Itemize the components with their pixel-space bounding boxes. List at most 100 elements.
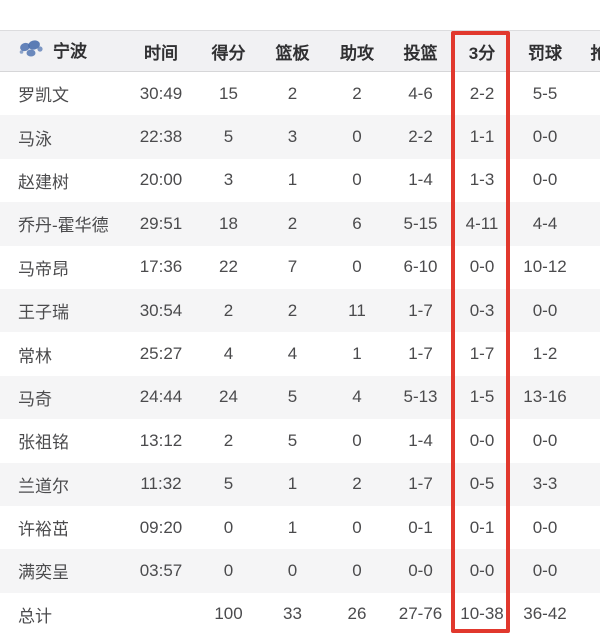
column-header-fg: 投篮 [389, 30, 452, 72]
cell-assists: 26 [325, 592, 389, 635]
cell-three: 0-0 [452, 419, 512, 463]
cell-steals [578, 115, 600, 159]
cell-rebounds: 2 [260, 288, 325, 333]
cell-time: 30:49 [125, 71, 197, 116]
cell-assists: 0 [325, 158, 389, 203]
cell-fg: 1-4 [389, 158, 452, 203]
column-header-rebounds: 篮板 [260, 30, 325, 72]
cell-assists: 2 [325, 71, 389, 116]
cell-time: 30:54 [125, 288, 197, 333]
table-row: 兰道尔 11:32 5 1 2 1-7 0-5 3-3 [0, 462, 600, 506]
cell-rebounds: 33 [260, 592, 325, 635]
cell-rebounds: 3 [260, 115, 325, 159]
cell-points: 22 [197, 245, 260, 289]
cell-fg: 0-0 [389, 549, 452, 593]
cell-fg: 4-6 [389, 71, 452, 116]
table-body: 罗凯文 30:49 15 2 2 4-6 2-2 5-5 马泳 22:38 5 3 0 2-2 1-1 0-0… [0, 71, 600, 635]
cell-steals [578, 549, 600, 593]
cell-ft: 4-4 [512, 202, 578, 246]
cell-fg: 2-2 [389, 115, 452, 159]
cell-ft: 10-12 [512, 245, 578, 289]
cell-fg: 27-76 [389, 592, 452, 635]
cell-time: 09:20 [125, 505, 197, 550]
cell-time: 29:51 [125, 202, 197, 246]
cell-three: 1-3 [452, 158, 512, 203]
cell-player: 张祖铭 [0, 419, 125, 463]
cell-fg: 1-7 [389, 462, 452, 506]
cell-rebounds: 4 [260, 332, 325, 376]
cell-ft: 36-42 [512, 592, 578, 635]
cell-three: 1-5 [452, 375, 512, 420]
player-stats-table: 宁波 时间 得分 篮板 助攻 投篮 3分 罚球 抢 罗凯文 30:49 15 2 2 4-… [0, 30, 600, 635]
cell-fg: 6-10 [389, 245, 452, 289]
cell-rebounds: 2 [260, 202, 325, 246]
table-row: 马奇 24:44 24 5 4 5-13 1-5 13-16 [0, 375, 600, 420]
cell-steals [578, 375, 600, 420]
cell-three: 2-2 [452, 71, 512, 116]
cell-steals [578, 71, 600, 116]
cell-steals [578, 158, 600, 203]
cell-ft: 0-0 [512, 115, 578, 159]
cell-ft: 0-0 [512, 419, 578, 463]
cell-assists: 2 [325, 462, 389, 506]
cell-player: 马泳 [0, 115, 125, 159]
cell-three: 10-38 [452, 592, 512, 635]
cell-steals [578, 288, 600, 333]
cell-rebounds: 7 [260, 245, 325, 289]
cell-points: 3 [197, 158, 260, 203]
cell-points: 0 [197, 505, 260, 550]
player-stats-table-wrap: 宁波 时间 得分 篮板 助攻 投篮 3分 罚球 抢 罗凯文 30:49 15 2 2 4-… [0, 30, 600, 635]
cell-fg: 0-1 [389, 505, 452, 550]
cell-three: 1-7 [452, 332, 512, 376]
cell-player: 马帝昂 [0, 245, 125, 289]
column-header-team: 宁波 [0, 30, 125, 72]
cell-time: 20:00 [125, 158, 197, 203]
cell-rebounds: 1 [260, 505, 325, 550]
cell-player: 许裕茁 [0, 505, 125, 550]
cell-fg: 5-15 [389, 202, 452, 246]
totals-row: 总计 100 33 26 27-76 10-38 36-42 [0, 592, 600, 635]
cell-player: 赵建树 [0, 158, 125, 203]
cell-steals [578, 505, 600, 550]
cell-player: 乔丹-霍华德 [0, 202, 125, 246]
cell-time: 13:12 [125, 419, 197, 463]
cell-points: 2 [197, 419, 260, 463]
table-row: 马泳 22:38 5 3 0 2-2 1-1 0-0 [0, 115, 600, 159]
cell-ft: 0-0 [512, 549, 578, 593]
cell-points: 5 [197, 115, 260, 159]
cell-three: 0-1 [452, 505, 512, 550]
cell-assists: 0 [325, 419, 389, 463]
cell-time: 11:32 [125, 462, 197, 506]
table-row: 马帝昂 17:36 22 7 0 6-10 0-0 10-12 [0, 245, 600, 289]
cell-points: 0 [197, 549, 260, 593]
cell-ft: 5-5 [512, 71, 578, 116]
cell-ft: 0-0 [512, 158, 578, 203]
cell-points: 4 [197, 332, 260, 376]
cell-steals [578, 332, 600, 376]
cell-ft: 1-2 [512, 332, 578, 376]
column-header-ft: 罚球 [512, 30, 578, 72]
cell-player: 马奇 [0, 375, 125, 420]
cell-points: 100 [197, 592, 260, 635]
cell-fg: 5-13 [389, 375, 452, 420]
cell-fg: 1-7 [389, 288, 452, 333]
column-header-steals: 抢 [578, 30, 600, 72]
cell-time: 17:36 [125, 245, 197, 289]
cell-time: 03:57 [125, 549, 197, 593]
cell-fg: 1-4 [389, 419, 452, 463]
table-row: 乔丹-霍华德 29:51 18 2 6 5-15 4-11 4-4 [0, 202, 600, 246]
cell-ft: 13-16 [512, 375, 578, 420]
table-header-row: 宁波 时间 得分 篮板 助攻 投篮 3分 罚球 抢 [0, 30, 600, 72]
cell-assists: 4 [325, 375, 389, 420]
column-header-points: 得分 [197, 30, 260, 72]
cell-three: 0-5 [452, 462, 512, 506]
cell-time: 24:44 [125, 375, 197, 420]
cell-time: 22:38 [125, 115, 197, 159]
table-row: 罗凯文 30:49 15 2 2 4-6 2-2 5-5 [0, 71, 600, 116]
cell-ft: 0-0 [512, 288, 578, 333]
cell-three: 0-0 [452, 549, 512, 593]
cell-player: 总计 [0, 592, 125, 635]
cell-assists: 0 [325, 115, 389, 159]
table-row: 许裕茁 09:20 0 1 0 0-1 0-1 0-0 [0, 505, 600, 550]
